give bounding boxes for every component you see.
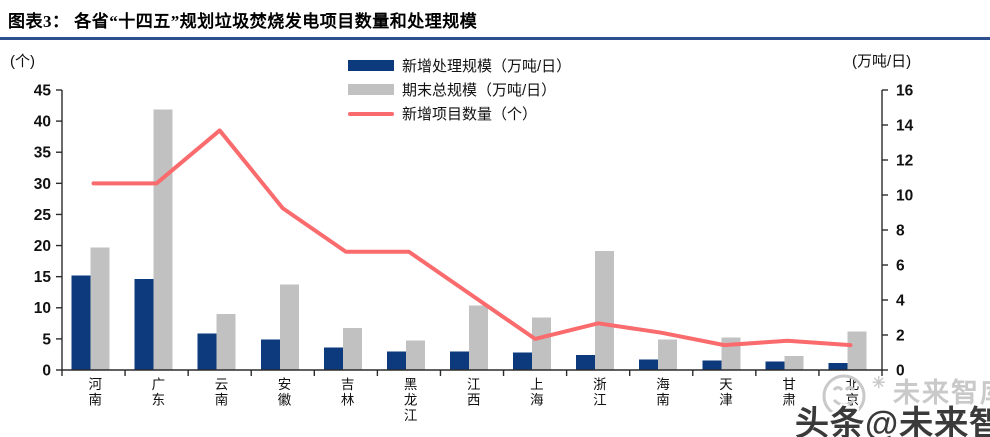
left-tick-label: 0 xyxy=(42,362,51,379)
x-category-label: 云南 xyxy=(212,377,228,408)
left-tick-label: 35 xyxy=(34,145,52,162)
x-category-label: 广东 xyxy=(149,377,165,408)
bar-new-scale xyxy=(197,333,217,370)
x-category-label: 吉林 xyxy=(338,377,354,408)
x-category-label: 天津 xyxy=(717,377,733,408)
right-tick-label: 14 xyxy=(896,117,914,134)
left-tick-label: 10 xyxy=(34,300,51,317)
legend-label: 新增处理规模（万吨/日） xyxy=(402,58,572,75)
right-tick-label: 12 xyxy=(896,152,913,169)
left-tick-label: 20 xyxy=(34,238,51,255)
right-tick-label: 0 xyxy=(896,362,905,379)
x-category-label: 河南 xyxy=(86,377,102,408)
watermark-brand-dark: 头条@未来智库 xyxy=(795,405,990,437)
bar-new-scale xyxy=(513,352,533,370)
snowflake-icon: ✳ xyxy=(872,375,885,392)
left-tick-label: 40 xyxy=(34,114,51,131)
left-tick-label: 30 xyxy=(34,176,51,193)
title-divider xyxy=(0,37,990,40)
right-tick-label: 10 xyxy=(896,187,913,204)
bar-total-scale xyxy=(784,356,804,370)
legend-label: 期末总规模（万吨/日） xyxy=(402,82,557,99)
bar-total-scale xyxy=(469,305,488,370)
figure-title: 图表3： 各省“十四五”规划垃圾焚烧发电项目数量和处理规模 xyxy=(8,12,478,31)
bar-total-scale xyxy=(405,340,425,370)
legend-item-project-count: 新增项目数量（个） xyxy=(348,104,571,123)
left-tick-label: 25 xyxy=(34,207,52,224)
right-tick-label: 6 xyxy=(896,257,905,274)
smiley-face-icon: ✳ xyxy=(822,374,885,418)
right-tick-label: 4 xyxy=(896,292,905,309)
x-category-label: 安徽 xyxy=(275,377,291,408)
left-axis-unit-label: (个) xyxy=(10,53,35,70)
left-tick-label: 15 xyxy=(34,269,52,286)
bar-new-scale xyxy=(576,355,596,370)
total-scale-swatch-icon xyxy=(348,84,394,95)
bar-total-scale xyxy=(153,109,173,370)
left-tick-label: 45 xyxy=(34,82,52,99)
bar-new-scale xyxy=(323,347,343,370)
bar-new-scale xyxy=(134,279,154,370)
bar-total-scale xyxy=(532,317,552,370)
x-category-label: 浙江 xyxy=(590,377,606,408)
left-tick-label: 5 xyxy=(42,331,51,348)
bar-new-scale xyxy=(450,351,469,370)
bar-new-scale xyxy=(828,363,848,370)
chart-legend: 新增处理规模（万吨/日） 期末总规模（万吨/日） 新增项目数量（个） xyxy=(348,56,571,123)
x-category-label: 甘肃 xyxy=(780,377,796,408)
bar-total-scale xyxy=(847,331,867,370)
new-scale-swatch-icon xyxy=(348,60,394,71)
line-project-count xyxy=(91,128,853,348)
bar-new-scale xyxy=(702,360,722,370)
bar-total-scale xyxy=(342,328,362,370)
bar-total-scale xyxy=(216,314,236,370)
x-category-label: 上海 xyxy=(527,377,543,408)
x-category-label: 北京 xyxy=(843,377,859,408)
project-count-line-swatch-icon xyxy=(348,111,394,116)
watermark-brand-light: 未来智库 xyxy=(893,378,990,408)
legend-item-new-scale: 新增处理规模（万吨/日） xyxy=(348,56,571,75)
bar-new-scale xyxy=(386,351,406,370)
right-tick-label: 2 xyxy=(896,327,905,344)
legend-label: 新增项目数量（个） xyxy=(402,106,538,123)
bar-total-scale xyxy=(658,339,678,370)
x-category-label: 黑龙江 xyxy=(401,377,417,424)
bar-total-scale xyxy=(279,284,299,370)
bar-new-scale xyxy=(260,339,280,370)
legend-item-total-scale: 期末总规模（万吨/日） xyxy=(348,80,571,99)
bar-new-scale xyxy=(765,361,785,370)
right-tick-label: 8 xyxy=(896,222,905,239)
right-axis-unit-label: (万吨/日) xyxy=(852,53,912,70)
right-tick-label: 16 xyxy=(896,82,914,99)
bar-total-scale xyxy=(90,247,110,370)
x-category-label: 江西 xyxy=(464,377,480,408)
bar-new-scale xyxy=(639,359,659,370)
bar-total-scale xyxy=(595,251,615,370)
x-category-label: 海南 xyxy=(653,377,669,408)
bar-new-scale xyxy=(71,275,91,370)
